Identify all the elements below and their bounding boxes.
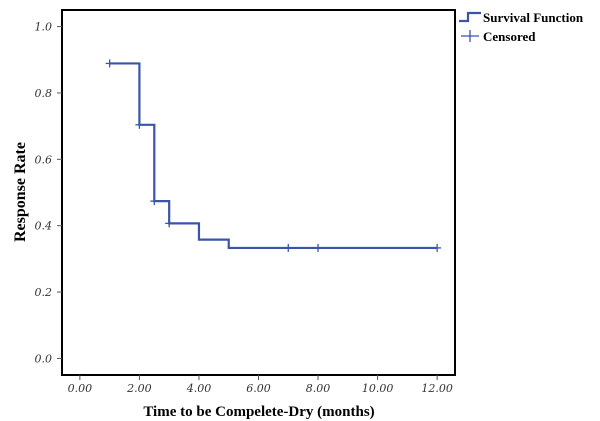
legend-plus-marker-icon — [461, 30, 479, 42]
censored-point — [150, 197, 158, 205]
x-tick-label: 6.00 — [246, 382, 271, 395]
y-axis-ticks: 0.0 0.2 0.4 0.6 0.8 1.0 — [35, 21, 63, 366]
x-tick-label: 0.00 — [68, 382, 93, 395]
y-tick-label: 0.0 — [35, 352, 53, 365]
censored-point — [433, 244, 441, 252]
y-axis-title: Response Rate — [12, 142, 29, 242]
x-axis-title: Time to be Compelete-Dry (months) — [143, 404, 374, 420]
x-tick-label: 12.00 — [421, 382, 453, 395]
y-tick-label: 0.2 — [35, 286, 53, 299]
censored-markers — [106, 59, 442, 251]
y-tick-label: 0.6 — [35, 153, 53, 166]
x-tick-label: 4.00 — [186, 382, 212, 395]
censored-point — [135, 121, 143, 129]
censored-point — [284, 244, 292, 252]
y-tick-label: 0.8 — [35, 87, 53, 100]
plot-frame — [62, 10, 455, 375]
censored-point — [165, 219, 173, 227]
x-axis-ticks: 0.00 2.00 4.00 6.00 8.00 10.00 12.00 — [68, 375, 453, 395]
x-tick-label: 8.00 — [306, 382, 331, 395]
y-tick-label: 0.4 — [35, 220, 53, 233]
x-tick-label: 10.00 — [362, 382, 394, 395]
x-tick-label: 2.00 — [126, 382, 152, 395]
legend-label-censored: Censored — [483, 29, 536, 44]
legend-label-survival-function: Survival Function — [483, 10, 584, 25]
legend-step-line-icon — [459, 13, 481, 21]
survival-function-line — [110, 63, 438, 247]
censored-point — [314, 244, 322, 252]
censored-point — [106, 59, 114, 67]
legend: Survival Function Censored — [459, 10, 584, 44]
y-tick-label: 1.0 — [35, 21, 53, 34]
